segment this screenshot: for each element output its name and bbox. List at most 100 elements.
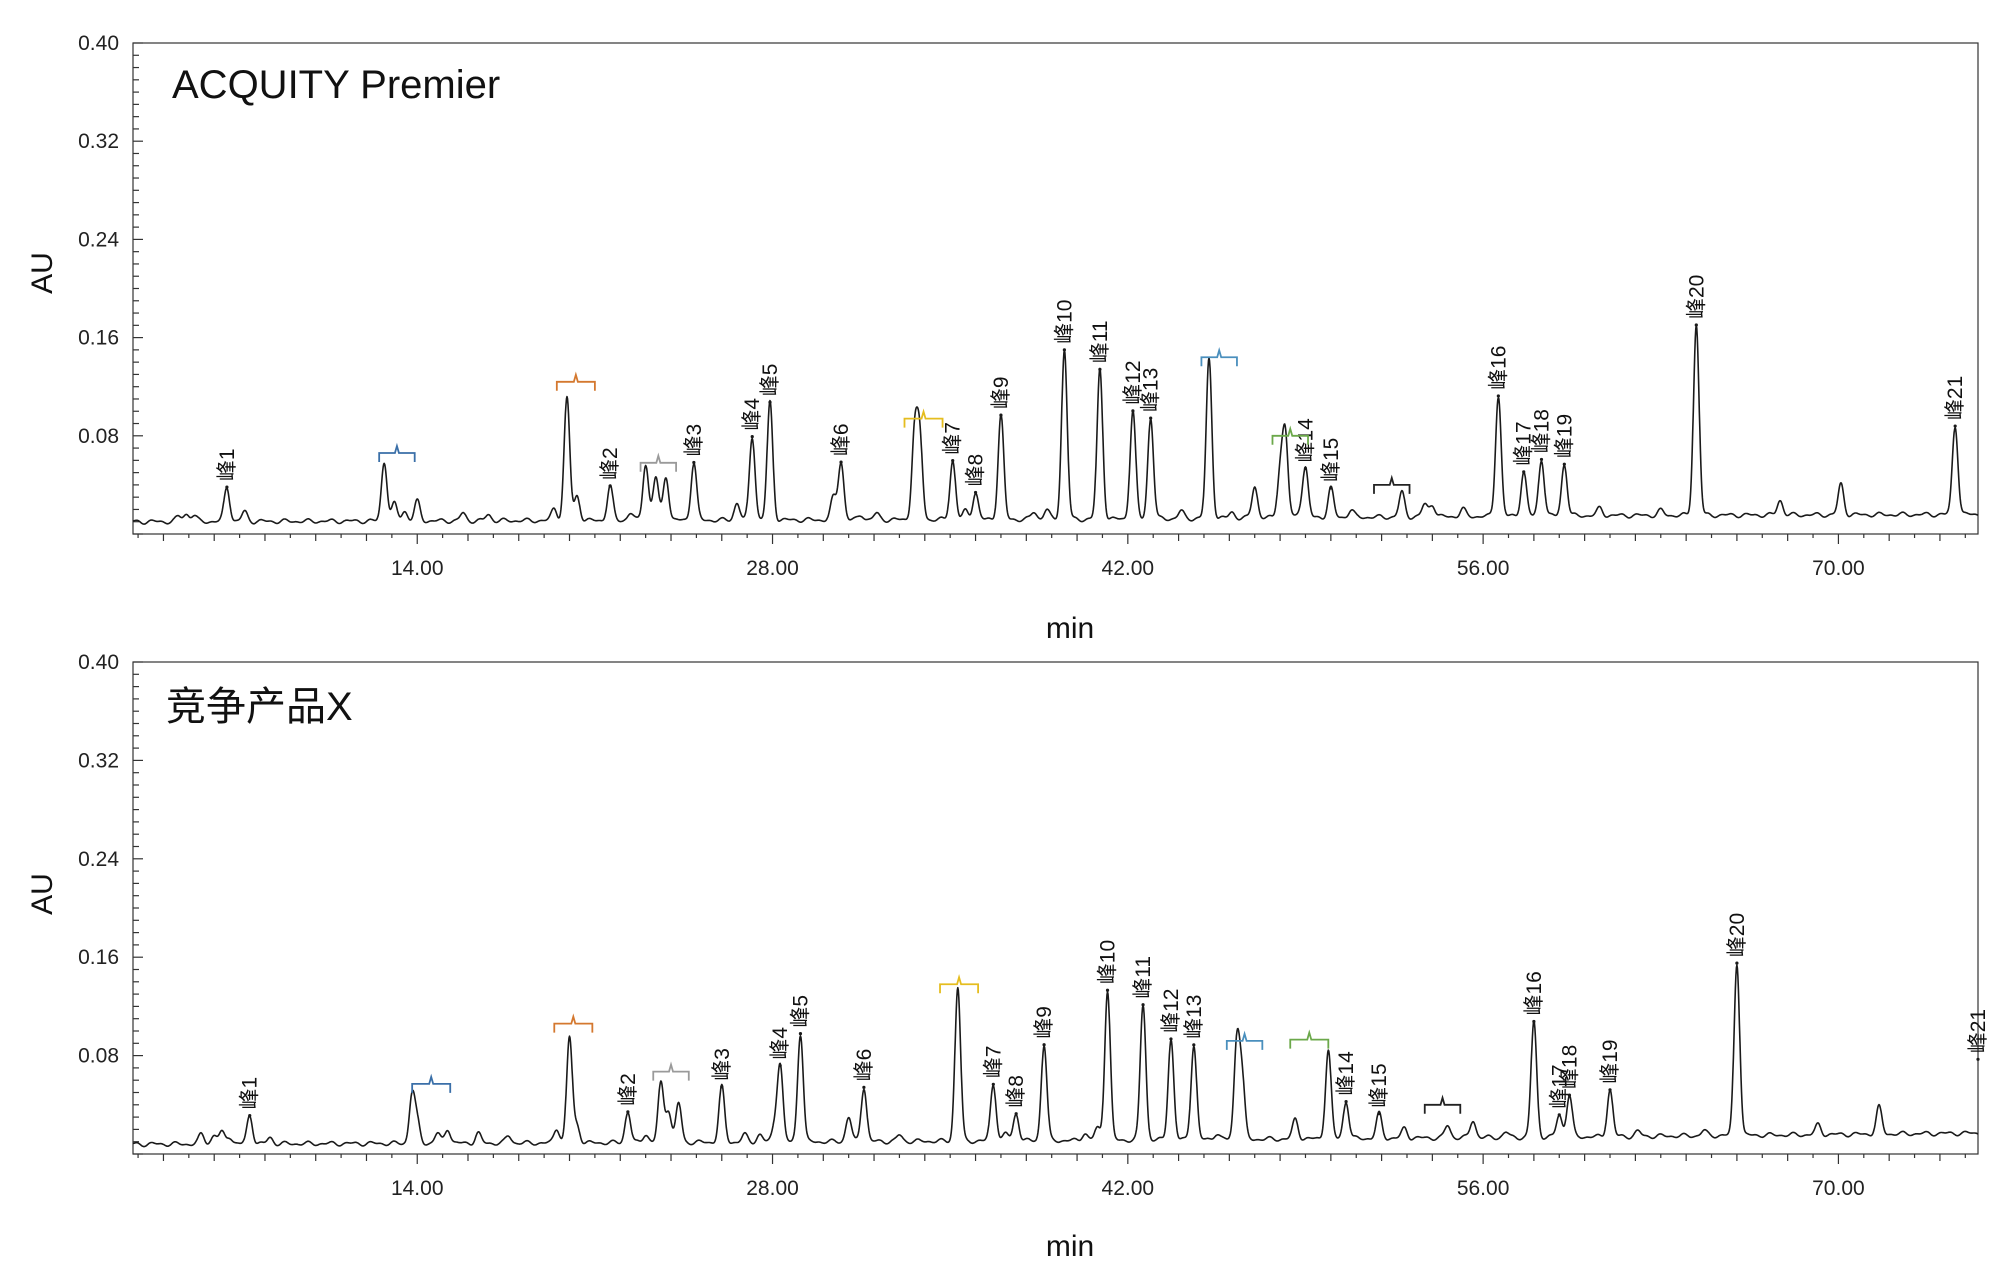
peak-group-bracket	[553, 1013, 594, 1033]
y-tick-label: 0.16	[78, 946, 119, 969]
peak-label: 峰18	[1531, 409, 1554, 453]
peak-label: 峰1	[239, 1077, 262, 1110]
peak-apex	[720, 1085, 724, 1089]
chromatogram-trace	[132, 324, 1979, 525]
peak-group-bracket	[639, 452, 677, 472]
x-axis-label: min	[1046, 1230, 1094, 1263]
peak-apex	[1105, 988, 1110, 992]
peak-label: 峰6	[853, 1049, 876, 1082]
y-axis-label: AU	[26, 252, 59, 294]
x-axis: 14.00 28.00 42.00 56.00 70.00	[137, 534, 1966, 580]
plot-frame	[132, 661, 1979, 1155]
peak-apex	[608, 484, 612, 488]
peak-group-bracket	[1200, 346, 1238, 367]
y-tick-label: 0.24	[78, 228, 119, 251]
y-tick-label: 0.40	[78, 651, 119, 674]
peak-label: 峰13	[1140, 368, 1163, 412]
peak-apex	[1303, 466, 1308, 471]
x-tick-label: 70.00	[1812, 1177, 1865, 1200]
peak-apex	[1608, 1088, 1612, 1092]
peak-label: 峰4	[741, 398, 764, 431]
y-axis-label: AU	[26, 873, 59, 915]
peak-label: 峰11	[1132, 956, 1155, 999]
peak-apex	[1329, 486, 1333, 490]
peak-apex	[692, 460, 696, 465]
peak-apex	[1169, 1037, 1173, 1041]
peak-label: 峰5	[759, 364, 782, 397]
peak-label: 峰17	[1548, 1064, 1571, 1108]
peak-apex	[798, 1031, 803, 1036]
peak-label: 峰20	[1685, 275, 1708, 319]
peak-label: 峰19	[1553, 414, 1576, 458]
y-tick-label: 0.24	[78, 848, 119, 871]
chromatogram-trace	[132, 964, 1979, 1148]
peak-label: 峰13	[1183, 995, 1206, 1039]
peak-apex	[839, 460, 843, 464]
peak-label: 峰17	[1513, 421, 1536, 465]
x-tick-label: 56.00	[1457, 557, 1510, 580]
peak-group-bracket	[555, 371, 596, 391]
peak-label: 峰4	[769, 1027, 792, 1060]
peak-label: 峰21	[1944, 376, 1967, 420]
peak-label: 峰9	[1033, 1006, 1056, 1039]
peak-apex	[1149, 416, 1153, 420]
y-tick-label: 0.08	[78, 1045, 119, 1068]
peak-label: 峰8	[1005, 1075, 1028, 1108]
x-tick-label: 28.00	[746, 557, 799, 580]
peak-group-bracket	[1423, 1094, 1462, 1114]
x-tick-label: 14.00	[391, 557, 444, 580]
chromatogram-panel-acquity-premier: ACQUITY Premier AU min 0.080.160.240.320…	[26, 32, 1979, 645]
peak-label: 峰16	[1523, 971, 1546, 1015]
peak-group-bracket	[1373, 474, 1411, 494]
y-tick-label: 0.32	[78, 130, 119, 153]
peak-apex	[999, 413, 1003, 417]
peak-apex	[862, 1085, 866, 1089]
peak-apex	[248, 1113, 252, 1118]
peak-label: 峰2	[599, 447, 622, 480]
peak-apex	[1062, 348, 1066, 352]
peak-apex	[1344, 1100, 1348, 1104]
peak-apex	[991, 1082, 995, 1086]
peak-apex	[1735, 961, 1739, 965]
peak-apex	[1377, 1112, 1381, 1116]
peak-label: 峰2	[617, 1073, 640, 1106]
peak-group-bracket	[411, 1073, 452, 1093]
peak-apex	[1141, 1003, 1145, 1007]
peak-label: 峰20	[1726, 913, 1749, 957]
peak-label: 峰12	[1160, 989, 1183, 1033]
x-axis: 14.00 28.00 42.00 56.00 70.00	[137, 1154, 1966, 1200]
x-tick-label: 56.00	[1457, 1177, 1510, 1200]
x-tick-label: 70.00	[1812, 557, 1865, 580]
y-axis: 0.08 0.16 0.24 0.32 0.40	[78, 32, 143, 535]
peak-apex	[225, 485, 229, 489]
peak-apex	[1557, 1113, 1561, 1117]
peak-apex	[1496, 394, 1500, 398]
x-axis-label: min	[1046, 612, 1094, 645]
peak-apex	[1131, 409, 1135, 413]
y-tick-label: 0.08	[78, 425, 119, 448]
y-tick-label: 0.32	[78, 749, 119, 772]
peak-apex	[1953, 424, 1957, 428]
peak-label: 峰3	[683, 424, 706, 457]
peak-apex	[1042, 1043, 1046, 1047]
peak-apex	[626, 1110, 630, 1114]
x-tick-label: 42.00	[1102, 1177, 1155, 1200]
peak-apex	[951, 459, 955, 463]
peak-apex	[1192, 1043, 1196, 1047]
peak-label: 峰10	[1097, 940, 1120, 984]
peak-group-brackets	[378, 346, 1411, 494]
peak-group-bracket	[378, 442, 416, 462]
y-tick-label: 0.16	[78, 327, 119, 350]
peak-label: 峰7	[982, 1046, 1005, 1079]
peak-group-bracket	[1271, 425, 1309, 445]
peak-group-bracket	[652, 1061, 690, 1081]
peak-label: 峰3	[711, 1048, 734, 1081]
peak-label: 峰14	[1335, 1051, 1358, 1096]
peak-label: 峰5	[789, 995, 812, 1028]
panel-title: 竞争产品X	[166, 685, 353, 729]
peak-apex	[768, 400, 772, 404]
peak-label: 峰19	[1599, 1039, 1622, 1083]
peak-label: 峰12	[1122, 360, 1145, 404]
